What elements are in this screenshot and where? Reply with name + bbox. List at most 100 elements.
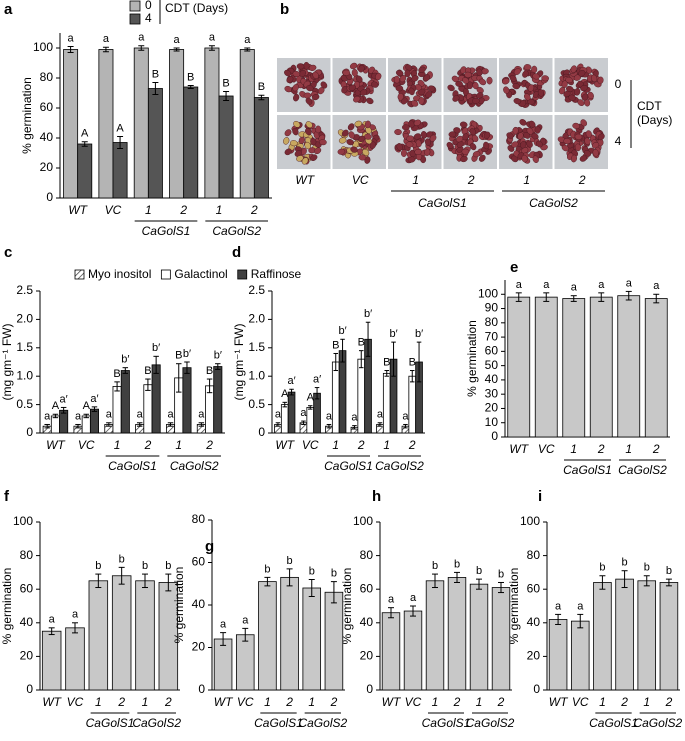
seed	[577, 99, 585, 106]
seed	[541, 75, 549, 82]
seed	[310, 154, 318, 161]
seed	[349, 62, 358, 70]
y-tick-label: 30	[485, 386, 499, 400]
legend-label: 0	[145, 0, 152, 12]
significance-letter: A	[83, 400, 91, 412]
seed	[305, 97, 313, 105]
significance-letter: a	[209, 32, 216, 44]
x-tick-label: 1	[216, 203, 223, 217]
seed	[296, 63, 305, 70]
significance-letter: a	[49, 614, 56, 626]
bar	[507, 296, 531, 438]
seed	[319, 139, 327, 146]
seed	[512, 126, 519, 135]
significance-letter: b	[476, 565, 482, 577]
significance-letter: a′	[60, 393, 68, 405]
row-label: 0	[615, 77, 622, 91]
x-tick-label: 2	[652, 442, 660, 456]
significance-letter: a	[106, 409, 113, 421]
seed	[511, 155, 519, 163]
seed	[350, 146, 358, 153]
seed	[455, 135, 464, 143]
bar	[287, 391, 296, 434]
seed	[570, 154, 578, 163]
significance-letter: b	[666, 565, 672, 577]
seed	[502, 78, 510, 85]
seed	[423, 74, 431, 82]
significance-letter: a	[167, 409, 174, 421]
y-tick-label: 20	[360, 649, 374, 663]
bar	[425, 580, 445, 691]
seed	[292, 127, 299, 136]
seed	[461, 127, 469, 135]
bar	[204, 47, 220, 199]
bar	[213, 366, 223, 434]
seed	[472, 151, 481, 158]
seed	[509, 74, 517, 82]
significance-letter: A	[81, 128, 89, 140]
panel-label: g	[205, 538, 214, 555]
seed	[362, 149, 370, 156]
y-tick-label: 1.5	[248, 340, 265, 354]
seed	[532, 73, 540, 80]
bar	[98, 49, 114, 199]
seed	[353, 96, 361, 103]
panel-label: e	[510, 259, 518, 276]
x-tick-label: 2	[144, 438, 152, 452]
bar	[253, 97, 269, 199]
seed	[346, 139, 354, 146]
legend-swatch	[129, 13, 141, 25]
significance-letter: b	[644, 562, 650, 574]
x-tick-label: 1	[432, 695, 439, 709]
group-label: CaGolS2	[375, 459, 424, 473]
significance-letter: a	[626, 277, 633, 289]
y-tick-label: 100	[13, 514, 33, 528]
column-label: 1	[412, 173, 419, 187]
significance-letter: B	[383, 356, 390, 368]
y-tick-label: 0	[366, 682, 373, 696]
group-label: CaGolS1	[563, 463, 612, 477]
seed	[478, 154, 486, 162]
seed	[503, 86, 510, 94]
bar	[239, 49, 255, 199]
seed	[413, 119, 422, 126]
significance-letter: a	[44, 410, 51, 422]
x-tick-label: 2	[179, 203, 187, 217]
y-tick-label: 20	[40, 160, 54, 174]
significance-letter: a	[242, 614, 249, 626]
significance-letter: b′	[214, 350, 222, 362]
x-tick-label: WT	[46, 438, 66, 452]
seed	[585, 130, 592, 138]
legend-title: CDT (Days)	[165, 1, 228, 15]
panel-label: d	[232, 244, 241, 261]
group-label: CaGolS2	[212, 224, 261, 238]
bar	[258, 581, 277, 691]
panel-label: i	[538, 488, 542, 505]
bar	[382, 372, 391, 434]
significance-letter: B	[222, 77, 229, 89]
seed	[574, 143, 581, 152]
y-tick-label: 1.0	[248, 368, 265, 382]
significance-letter: B	[206, 365, 213, 377]
significance-letter: a	[174, 34, 181, 46]
seed	[527, 98, 535, 105]
significance-letter: a	[516, 279, 523, 291]
seed	[452, 95, 460, 102]
y-tick-label: 2.0	[248, 312, 265, 326]
significance-letter: a	[598, 279, 605, 291]
seed	[397, 92, 404, 101]
seed	[521, 154, 528, 163]
significance-letter: B	[187, 71, 194, 83]
seed	[528, 120, 536, 128]
significance-letter: B	[332, 339, 339, 351]
bar	[548, 619, 568, 691]
seed	[513, 98, 522, 105]
legend-swatch	[129, 0, 141, 12]
group-label: CaGolS1	[418, 196, 467, 210]
seed	[296, 155, 304, 162]
group-label: CaGolS2	[618, 463, 667, 477]
seed	[584, 137, 591, 145]
column-label: 1	[523, 173, 530, 187]
seed	[570, 65, 577, 73]
seed	[315, 125, 322, 134]
